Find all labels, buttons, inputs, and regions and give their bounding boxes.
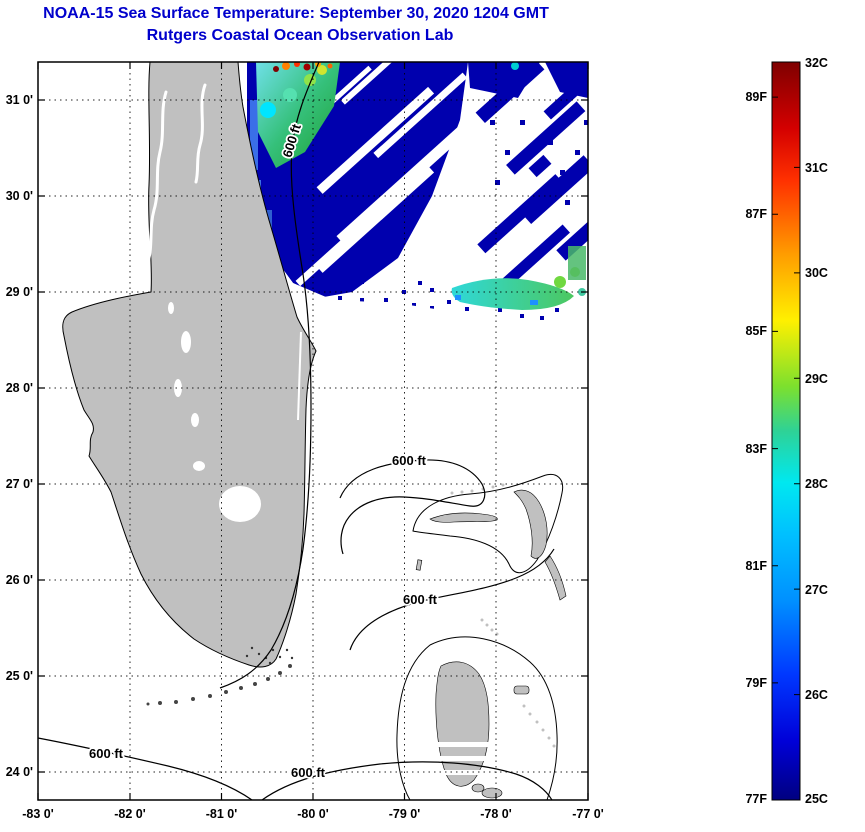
celsius-label: 25C bbox=[805, 792, 828, 806]
lon-tick-label: -82 0' bbox=[114, 807, 145, 821]
colorbar-fahrenheit-labels: 89F 87F 85F 83F 81F 79F 77F bbox=[745, 90, 767, 806]
grid-lines bbox=[38, 62, 588, 800]
lon-tick-label: -83 0' bbox=[22, 807, 53, 821]
fahrenheit-label: 83F bbox=[745, 442, 767, 456]
fahrenheit-label: 89F bbox=[745, 90, 767, 104]
contour-label: 600 ft bbox=[392, 453, 427, 468]
contour-label: 600 ft bbox=[403, 592, 438, 607]
river bbox=[194, 83, 207, 184]
lat-tick-label: 27 0' bbox=[6, 477, 33, 491]
lon-tick-label: -80 0' bbox=[297, 807, 328, 821]
lon-tick-label: -81 0' bbox=[206, 807, 237, 821]
florida-landmass bbox=[62, 61, 317, 706]
colorbar-gradient bbox=[771, 61, 801, 801]
celsius-label: 32C bbox=[805, 56, 828, 70]
bahamas-landmass bbox=[396, 474, 567, 801]
fahrenheit-label: 77F bbox=[745, 792, 767, 806]
lat-tick-label: 24 0' bbox=[6, 765, 33, 779]
colorbar-ticks bbox=[772, 61, 800, 801]
fahrenheit-label: 81F bbox=[745, 559, 767, 573]
lake-okeechobee bbox=[219, 486, 261, 522]
new-providence bbox=[513, 685, 530, 695]
celsius-label: 28C bbox=[805, 477, 828, 491]
grand-bahama-island bbox=[429, 512, 498, 523]
lat-tick-label: 29 0' bbox=[6, 285, 33, 299]
everglades-stipple bbox=[245, 646, 294, 665]
lat-axis: 31 0' 30 0' 29 0' 28 0' 27 0' 26 0' 25 0… bbox=[6, 93, 33, 779]
florida-keys bbox=[146, 664, 292, 706]
figure-title: NOAA-15 Sea Surface Temperature: Septemb… bbox=[43, 5, 549, 22]
celsius-label: 29C bbox=[805, 372, 828, 386]
lat-tick-label: 28 0' bbox=[6, 381, 33, 395]
cays bbox=[450, 483, 556, 748]
lon-tick-label: -77 0' bbox=[572, 807, 603, 821]
fahrenheit-label: 79F bbox=[745, 676, 767, 690]
fahrenheit-label: 87F bbox=[745, 207, 767, 221]
colorbar: 32C 31C 30C 29C 28C 27C 26C 25C 89F 87F … bbox=[745, 56, 827, 806]
celsius-label: 27C bbox=[805, 583, 828, 597]
abaco-island bbox=[513, 489, 548, 559]
axis-ticks bbox=[37, 62, 589, 800]
lon-axis: -83 0' -82 0' -81 0' -80 0' -79 0' -78 0… bbox=[22, 807, 603, 821]
eleuthera bbox=[544, 555, 567, 601]
colorbar-celsius-labels: 32C 31C 30C 29C 28C 27C 26C 25C bbox=[805, 56, 828, 806]
lat-tick-label: 31 0' bbox=[6, 93, 33, 107]
lat-tick-label: 26 0' bbox=[6, 573, 33, 587]
contour-label: 600 ft bbox=[89, 746, 124, 761]
celsius-label: 31C bbox=[805, 161, 828, 175]
andros-island bbox=[435, 661, 490, 787]
celsius-label: 30C bbox=[805, 266, 828, 280]
fahrenheit-label: 85F bbox=[745, 324, 767, 338]
lon-tick-label: -78 0' bbox=[480, 807, 511, 821]
bimini bbox=[415, 559, 423, 571]
titles: NOAA-15 Sea Surface Temperature: Septemb… bbox=[43, 5, 549, 44]
great-bahama-bank-outline bbox=[396, 636, 558, 801]
depth-contours bbox=[37, 61, 555, 801]
celsius-label: 26C bbox=[805, 688, 828, 702]
river bbox=[146, 90, 168, 264]
lon-tick-label: -79 0' bbox=[389, 807, 420, 821]
lat-tick-label: 25 0' bbox=[6, 669, 33, 683]
figure-subtitle: Rutgers Coastal Ocean Observation Lab bbox=[147, 27, 454, 44]
lat-tick-label: 30 0' bbox=[6, 189, 33, 203]
contour-label: 600 ft bbox=[291, 765, 326, 780]
